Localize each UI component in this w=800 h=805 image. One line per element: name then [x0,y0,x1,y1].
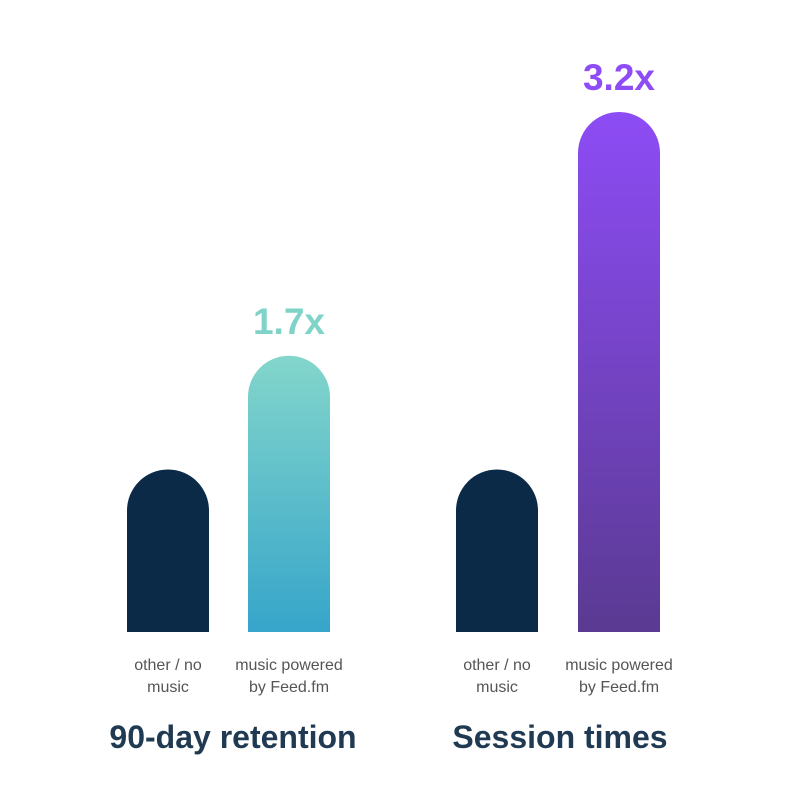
bar-feedfm-2 [578,112,660,632]
chart-title-2: Session times [452,719,667,755]
category-label: music [147,679,189,696]
data-label-2: 3.2x [583,57,655,98]
data-label-1: 1.7x [253,301,325,342]
category-label: other / no [463,657,531,674]
category-label: by Feed.fm [249,679,329,696]
category-label: music powered [565,657,673,674]
bar-feedfm-1 [248,355,330,632]
chart-panel-1: other / no music 1.7x music powered by Feed.… [109,301,356,755]
bar-baseline-2 [456,469,538,632]
category-label: by Feed.fm [579,679,659,696]
category-label: music powered [235,657,343,674]
chart-panel-2: other / no music 3.2x music powered by Feed.… [452,57,672,755]
bar-baseline-1 [127,469,209,632]
category-label: other / no [134,657,202,674]
chart-title-1: 90-day retention [109,719,356,755]
category-label: music [476,679,518,696]
